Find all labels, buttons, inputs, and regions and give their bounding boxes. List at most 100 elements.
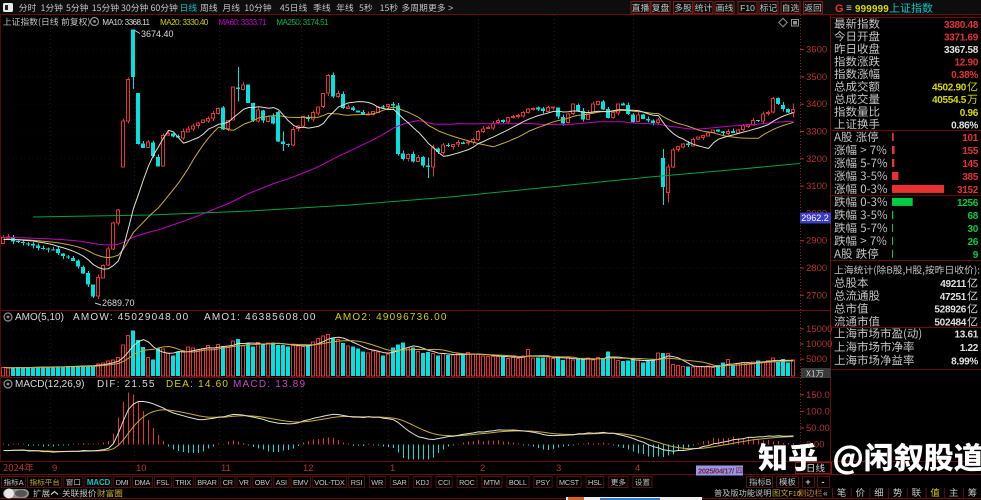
svg-text:3400: 3400	[806, 99, 827, 110]
svg-text:MACD(12,26,9): MACD(12,26,9)	[15, 379, 84, 390]
svg-text:ASI: ASI	[276, 478, 287, 487]
svg-text:0.38%: 0.38%	[951, 70, 978, 81]
svg-text:DIF: 21.55: DIF: 21.55	[97, 379, 156, 390]
svg-text:AMO2: 49096736.00: AMO2: 49096736.00	[335, 312, 448, 323]
svg-text:0.86%: 0.86%	[951, 120, 978, 131]
svg-text:2689.70: 2689.70	[102, 298, 135, 308]
svg-text:+: +	[805, 477, 810, 487]
svg-text:1: 1	[390, 463, 395, 474]
svg-text:BOLL: BOLL	[509, 478, 527, 487]
svg-text:MA10: 3368.11: MA10: 3368.11	[102, 18, 150, 27]
svg-text:4502.90: 4502.90	[932, 83, 967, 94]
svg-text:101: 101	[962, 133, 979, 144]
svg-text:2: 2	[480, 463, 485, 474]
svg-text:CR: CR	[223, 478, 233, 487]
svg-text:2962.2: 2962.2	[801, 213, 829, 223]
svg-text:VOL-TDX: VOL-TDX	[314, 478, 345, 487]
svg-text:385: 385	[962, 172, 979, 183]
svg-text:3367.58: 3367.58	[944, 45, 979, 56]
svg-text:26: 26	[967, 237, 978, 248]
svg-text:DMA: DMA	[135, 478, 151, 487]
svg-text:150.0: 150.0	[806, 390, 830, 401]
svg-text:F10: F10	[740, 3, 755, 13]
svg-text:B: B	[766, 478, 772, 487]
svg-text:9: 9	[52, 463, 57, 474]
svg-text:0.96: 0.96	[960, 108, 979, 119]
svg-text:47251: 47251	[940, 292, 967, 303]
svg-text:12.90: 12.90	[954, 58, 978, 69]
svg-text:3674.40: 3674.40	[141, 29, 174, 39]
svg-text:155: 155	[962, 146, 979, 157]
svg-text:3600: 3600	[806, 45, 827, 56]
svg-text:AMOW: 45029048.00: AMOW: 45029048.00	[73, 312, 189, 323]
svg-text:999999: 999999	[855, 4, 889, 15]
svg-text:A: A	[19, 478, 24, 487]
svg-text:2800: 2800	[806, 263, 827, 274]
svg-text:VR: VR	[239, 478, 249, 487]
svg-text:MACD: MACD	[87, 478, 111, 487]
svg-text:DEA: 14.60: DEA: 14.60	[166, 379, 229, 390]
svg-text:MA250: 3174.51: MA250: 3174.51	[276, 18, 329, 27]
svg-text:50.00: 50.00	[806, 423, 830, 434]
svg-text:EMV: EMV	[293, 478, 309, 487]
svg-text:MACD: 13.89: MACD: 13.89	[233, 379, 306, 390]
svg-text:PSY: PSY	[536, 478, 550, 487]
svg-text:FSL: FSL	[156, 478, 169, 487]
svg-text:-: -	[822, 477, 825, 487]
svg-text:5000: 5000	[806, 354, 827, 365]
svg-text:502484: 502484	[934, 318, 966, 329]
svg-text:TRIX: TRIX	[175, 478, 191, 487]
svg-text:BRAR: BRAR	[197, 478, 216, 487]
svg-text:3: 3	[556, 463, 561, 474]
svg-text:RSI: RSI	[351, 478, 363, 487]
svg-text:OBV: OBV	[255, 478, 270, 487]
svg-text:3371.69: 3371.69	[944, 33, 979, 44]
svg-text:≡: ≡	[846, 3, 852, 14]
svg-text:0.00: 0.00	[806, 440, 825, 451]
svg-text:30: 30	[967, 224, 978, 235]
svg-text:DMI: DMI	[116, 478, 129, 487]
svg-text:MTM: MTM	[484, 478, 500, 487]
svg-text:13.61: 13.61	[954, 330, 978, 341]
svg-text:«: «	[823, 488, 828, 498]
svg-text:KDJ: KDJ	[416, 478, 430, 487]
svg-text:HSL: HSL	[588, 478, 602, 487]
svg-text:10000: 10000	[806, 339, 832, 350]
svg-text:WR: WR	[371, 478, 383, 487]
svg-text:10: 10	[136, 463, 147, 474]
svg-text:F10: F10	[788, 489, 800, 498]
svg-text:528926: 528926	[934, 305, 966, 316]
svg-text:1256: 1256	[957, 198, 979, 209]
svg-text:2700: 2700	[806, 290, 827, 301]
svg-text:40554.5: 40554.5	[932, 95, 967, 106]
svg-text:145: 145	[962, 159, 979, 170]
svg-text:3100: 3100	[806, 181, 827, 192]
svg-text:3500: 3500	[806, 72, 827, 83]
svg-text:ROC: ROC	[459, 478, 475, 487]
svg-text:2900: 2900	[806, 236, 827, 247]
svg-text:AMO(5,10): AMO(5,10)	[15, 312, 64, 323]
svg-text:MA60: 3333.71: MA60: 3333.71	[218, 18, 267, 27]
svg-text:3300: 3300	[806, 127, 827, 138]
svg-text:12: 12	[303, 463, 314, 474]
svg-text:CCI: CCI	[438, 478, 450, 487]
svg-text:100.0: 100.0	[806, 406, 830, 417]
svg-text:9: 9	[973, 250, 979, 261]
svg-text:MA20: 3330.40: MA20: 3330.40	[160, 18, 209, 27]
svg-text:11: 11	[221, 463, 231, 474]
svg-text:2025/04/17/: 2025/04/17/	[698, 466, 735, 475]
svg-text:MCST: MCST	[559, 478, 580, 487]
svg-text:AMO1: 46385608.00: AMO1: 46385608.00	[204, 312, 317, 323]
svg-text:3200: 3200	[806, 154, 827, 165]
svg-text:49211: 49211	[940, 279, 966, 290]
svg-text:1.22: 1.22	[960, 343, 979, 354]
svg-text:8.99%: 8.99%	[951, 356, 978, 367]
svg-text:15000: 15000	[806, 324, 832, 335]
svg-text:3380.48: 3380.48	[944, 20, 979, 31]
svg-text:>: >	[448, 3, 453, 13]
svg-text:4: 4	[635, 463, 640, 474]
svg-text:SAR: SAR	[392, 478, 406, 487]
svg-text:G: G	[835, 3, 844, 15]
svg-text:68: 68	[967, 211, 978, 222]
svg-text:3152: 3152	[957, 185, 979, 196]
